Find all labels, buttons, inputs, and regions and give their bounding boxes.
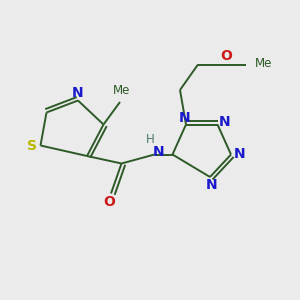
Text: Me: Me <box>255 57 272 70</box>
Text: H: H <box>146 133 154 146</box>
Text: N: N <box>179 111 190 125</box>
Text: N: N <box>219 115 231 128</box>
Text: Me: Me <box>113 84 130 97</box>
Text: S: S <box>27 139 37 152</box>
Text: N: N <box>234 148 245 161</box>
Text: N: N <box>206 178 217 192</box>
Text: O: O <box>103 195 116 209</box>
Text: N: N <box>72 86 84 100</box>
Text: O: O <box>220 49 232 63</box>
Text: N: N <box>153 145 165 158</box>
